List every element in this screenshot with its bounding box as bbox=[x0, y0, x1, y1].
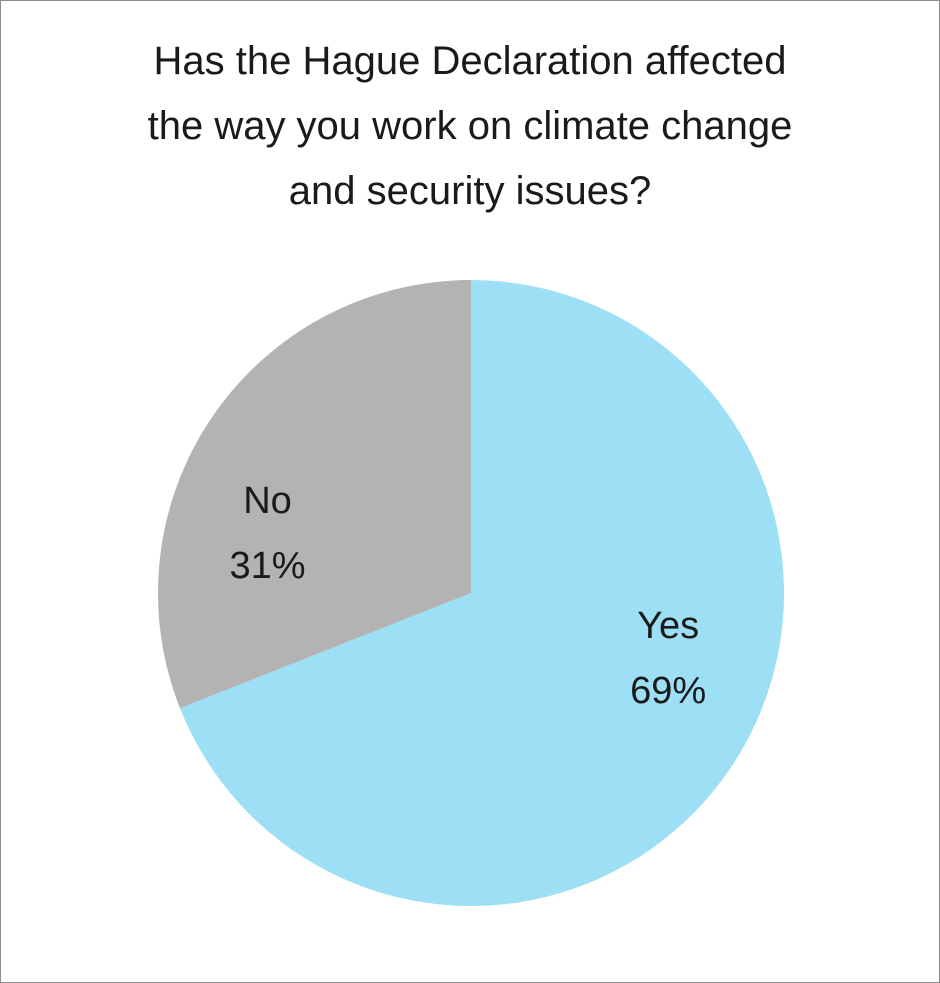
slice-label-yes-value: 69% bbox=[630, 670, 706, 712]
chart-title: Has the Hague Declaration affected the w… bbox=[147, 39, 793, 213]
slice-label-no-value: 31% bbox=[229, 545, 305, 587]
pie-slice-yes bbox=[179, 280, 785, 907]
pie-slice-no bbox=[158, 280, 471, 709]
slice-label-no-category: No bbox=[243, 480, 292, 522]
slice-label-yes-category: Yes bbox=[637, 605, 699, 647]
